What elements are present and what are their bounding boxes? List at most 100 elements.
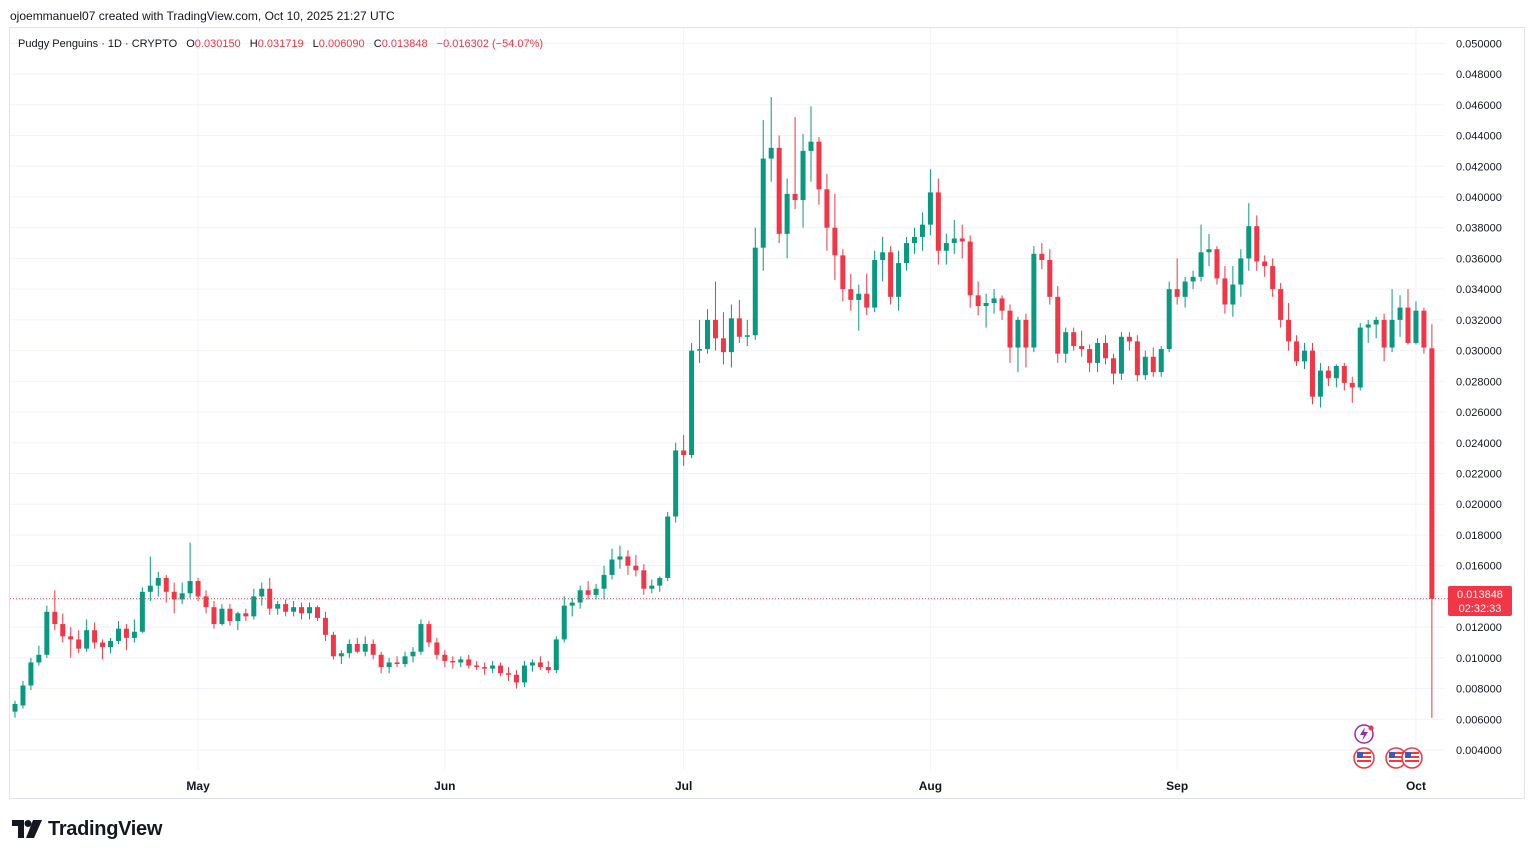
candle[interactable] (370, 639, 376, 660)
candle[interactable] (394, 656, 400, 668)
candle[interactable] (155, 571, 161, 597)
candle[interactable] (506, 667, 512, 681)
candle[interactable] (147, 556, 153, 602)
us-flag-event-icon[interactable] (1353, 747, 1375, 769)
candle[interactable] (314, 605, 320, 621)
candle[interactable] (641, 564, 647, 595)
candle[interactable] (657, 576, 663, 592)
candle[interactable] (84, 619, 90, 652)
candle[interactable] (681, 435, 687, 466)
candle[interactable] (1023, 313, 1029, 368)
candle[interactable] (1126, 332, 1132, 351)
candle[interactable] (983, 293, 989, 328)
candle[interactable] (402, 651, 408, 668)
candle[interactable] (100, 639, 106, 660)
candle[interactable] (601, 565, 607, 600)
candle[interactable] (935, 178, 941, 265)
candle[interactable] (633, 554, 639, 577)
candle[interactable] (211, 601, 217, 629)
tradingview-logo[interactable]: TradingView (12, 817, 162, 841)
candle[interactable] (919, 212, 925, 251)
candle[interactable] (60, 613, 66, 643)
candle[interactable] (490, 660, 496, 674)
candle[interactable] (108, 637, 114, 654)
candle[interactable] (832, 193, 838, 280)
candle[interactable] (513, 670, 519, 689)
candle[interactable] (1015, 316, 1021, 373)
candle[interactable] (458, 656, 464, 668)
candle[interactable] (943, 233, 949, 265)
candle[interactable] (1389, 289, 1395, 353)
candle[interactable] (1238, 249, 1244, 297)
candle[interactable] (131, 619, 137, 643)
candle[interactable] (561, 596, 567, 643)
candle[interactable] (689, 342, 695, 459)
candle[interactable] (617, 545, 623, 569)
candle[interactable] (888, 246, 894, 305)
candle[interactable] (1302, 342, 1308, 370)
candle[interactable] (1333, 364, 1339, 388)
candle[interactable] (1341, 362, 1347, 391)
candle[interactable] (720, 312, 726, 365)
candle[interactable] (1309, 342, 1315, 405)
candle[interactable] (354, 637, 360, 654)
candle[interactable] (139, 587, 145, 634)
candle[interactable] (259, 582, 265, 606)
candle[interactable] (999, 295, 1005, 320)
candle[interactable] (697, 319, 703, 363)
candle[interactable] (1087, 344, 1093, 373)
candle[interactable] (1110, 353, 1116, 385)
candle[interactable] (625, 550, 631, 575)
candle[interactable] (1150, 347, 1156, 377)
candle[interactable] (537, 656, 543, 671)
candle[interactable] (1413, 301, 1419, 345)
candle[interactable] (1381, 313, 1387, 362)
candle[interactable] (927, 169, 933, 236)
candle[interactable] (92, 622, 98, 649)
candle[interactable] (1421, 307, 1427, 354)
candle[interactable] (673, 442, 679, 523)
candle[interactable] (991, 289, 997, 314)
candle[interactable] (1254, 215, 1260, 271)
candle[interactable] (482, 662, 488, 675)
candle[interactable] (1174, 258, 1180, 305)
candle[interactable] (1262, 255, 1268, 277)
candle[interactable] (1158, 346, 1164, 377)
candle[interactable] (896, 250, 902, 311)
candle[interactable] (904, 236, 910, 271)
us-flag-event-icon[interactable] (1385, 747, 1407, 769)
candle[interactable] (1134, 335, 1140, 382)
lightning-event-icon[interactable] (1354, 724, 1374, 744)
candle[interactable] (36, 645, 42, 666)
candle[interactable] (1286, 302, 1292, 351)
candle[interactable] (163, 574, 169, 603)
candle[interactable] (864, 273, 870, 316)
candle[interactable] (235, 611, 241, 631)
candle[interactable] (418, 619, 424, 655)
candle[interactable] (243, 608, 249, 621)
candle[interactable] (1230, 266, 1236, 317)
candle[interactable] (1071, 327, 1077, 351)
candle[interactable] (776, 135, 782, 244)
candle[interactable] (322, 611, 328, 641)
candle[interactable] (1294, 335, 1300, 366)
candle[interactable] (68, 627, 74, 658)
candle[interactable] (1317, 362, 1323, 408)
candle[interactable] (123, 624, 129, 651)
candle[interactable] (840, 249, 846, 302)
candle[interactable] (752, 227, 758, 340)
candle[interactable] (1039, 243, 1045, 270)
candle[interactable] (808, 106, 814, 182)
candle[interactable] (569, 597, 575, 617)
candle[interactable] (1103, 335, 1109, 365)
candle[interactable] (76, 630, 82, 654)
candle[interactable] (705, 309, 711, 354)
candle[interactable] (28, 657, 34, 691)
candle[interactable] (1405, 289, 1411, 345)
candle[interactable] (251, 588, 257, 620)
candle[interactable] (410, 647, 416, 663)
candle[interactable] (291, 601, 297, 617)
candle[interactable] (1095, 338, 1101, 373)
candle[interactable] (975, 281, 981, 316)
